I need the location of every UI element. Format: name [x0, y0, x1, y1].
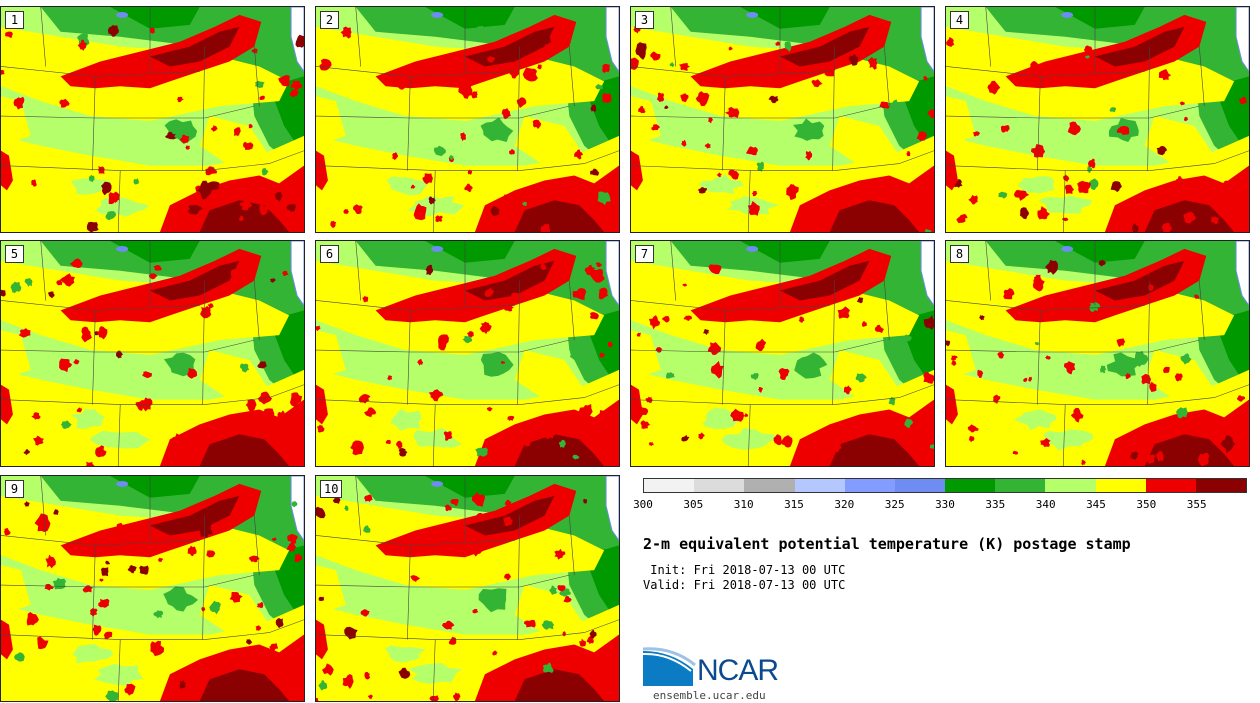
colorbar-tick-label: 335	[985, 498, 1006, 511]
logo-name: NCAR	[697, 654, 779, 687]
colorbar-tick-label: 340	[1035, 498, 1056, 511]
member-label: 10	[320, 480, 343, 498]
colorbar-tick-label: 300	[633, 498, 653, 511]
member-label: 6	[320, 245, 339, 263]
colorbar-tick-label: 355	[1186, 498, 1207, 511]
colorbar-segment	[945, 479, 996, 492]
colorbar-segment	[744, 479, 795, 492]
member-panel-9: 9	[0, 475, 305, 702]
ncar-logo-icon	[643, 647, 696, 686]
colorbar-ticks: 300 305 310 315 320 325 330 335 340 345 350 355	[633, 498, 1247, 512]
member-label: 4	[950, 11, 969, 29]
colorbar-segment	[644, 479, 695, 492]
colorbar-tick-label: 325	[884, 498, 905, 511]
member-panel-7: 7	[630, 240, 935, 467]
member-label: 1	[5, 11, 24, 29]
colorbar-tick-label: 320	[834, 498, 855, 511]
colorbar-segment	[1095, 479, 1146, 492]
colorbar-segment	[794, 479, 845, 492]
member-panel-2: 2	[315, 6, 620, 233]
colorbar-tick-label: 345	[1086, 498, 1106, 511]
colorbar-tick-label: 330	[935, 498, 955, 511]
colorbar	[643, 478, 1247, 493]
colorbar-tick-label: 350	[1136, 498, 1157, 511]
member-panel-8: 8	[945, 240, 1250, 467]
colorbar-segment	[1195, 479, 1247, 492]
member-panel-1: 1	[0, 6, 305, 233]
colorbar-tick-label: 310	[733, 498, 754, 511]
colorbar-segment	[995, 479, 1046, 492]
member-panel-6: 6	[315, 240, 620, 467]
colorbar-segment	[894, 479, 946, 492]
colorbar-segment	[694, 479, 745, 492]
plot-title: 2-m equivalent potential temperature (K)…	[643, 535, 1131, 553]
member-label: 9	[5, 480, 24, 498]
member-panel-10: 10	[315, 475, 620, 702]
member-panel-3: 3	[630, 6, 935, 233]
member-panel-4: 4	[945, 6, 1250, 233]
member-label: 3	[635, 11, 654, 29]
member-label: 8	[950, 245, 969, 263]
init-time: Init: Fri 2018-07-13 00 UTC	[643, 563, 846, 577]
colorbar-tick-label: 315	[784, 498, 804, 511]
member-label: 2	[320, 11, 339, 29]
colorbar-segment	[1045, 479, 1096, 492]
logo-url: ensemble.ucar.edu	[653, 689, 766, 702]
colorbar-segment	[1145, 479, 1196, 492]
member-label: 7	[635, 245, 654, 263]
colorbar-segment	[844, 479, 895, 492]
member-panel-5: 5	[0, 240, 305, 467]
valid-time: Valid: Fri 2018-07-13 00 UTC	[643, 578, 846, 592]
member-label: 5	[5, 245, 24, 263]
colorbar-tick-label: 305	[683, 498, 704, 511]
